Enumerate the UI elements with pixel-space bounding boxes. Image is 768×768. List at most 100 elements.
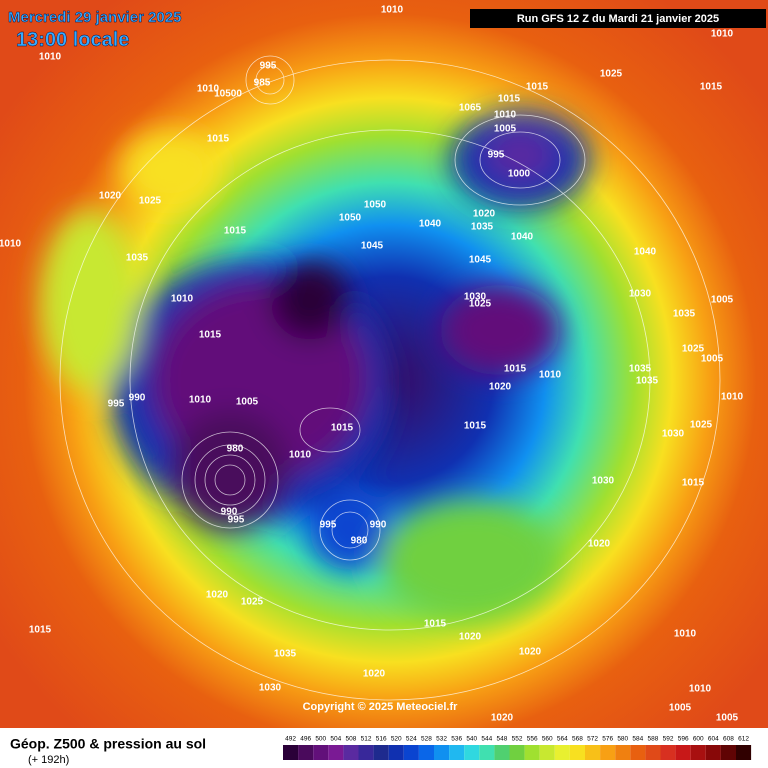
isobar-label: 1010 xyxy=(689,684,712,695)
isobar-label: 1010 xyxy=(674,629,697,640)
colorbar-cell xyxy=(373,745,389,760)
colorbar-cell xyxy=(720,745,736,760)
colorbar-cell xyxy=(690,745,706,760)
isobar-label: 1015 xyxy=(331,423,354,434)
isobar-label: 1020 xyxy=(473,209,496,220)
colorbar-label: 532 xyxy=(436,736,447,743)
colorbar-label: 572 xyxy=(587,736,598,743)
footer-title: Géop. Z500 & pression au sol xyxy=(10,736,206,752)
colorbar-label: 584 xyxy=(632,736,643,743)
colorbar-label: 508 xyxy=(346,736,357,743)
colorbar-cell xyxy=(298,745,314,760)
isobar-label: 1010 xyxy=(381,5,404,16)
colorbar-cell xyxy=(705,745,721,760)
colorbar-cell xyxy=(585,745,601,760)
isobar-label: 990 xyxy=(221,507,238,518)
colorbar-label: 536 xyxy=(451,736,462,743)
isobar-label: 1010 xyxy=(0,239,22,250)
isobar-label: 1035 xyxy=(673,309,696,320)
colorbar-cell xyxy=(434,745,450,760)
colorbar-cell xyxy=(343,745,359,760)
isobar-label: 1010 xyxy=(711,29,734,40)
isobar-label: 1035 xyxy=(636,376,659,387)
colorbar-label: 504 xyxy=(330,736,341,743)
isobar-label: 1045 xyxy=(469,255,492,266)
colorbar-cell xyxy=(539,745,555,760)
run: Run GFS 12 Z du Mardi 21 janvier 2025 xyxy=(517,13,719,25)
colorbar-label: 520 xyxy=(391,736,402,743)
colorbar-cell xyxy=(524,745,540,760)
isobar-label: 1015 xyxy=(199,330,222,341)
colorbar-label: 604 xyxy=(708,736,719,743)
isobar-label: 1020 xyxy=(363,669,386,680)
isobar-label: 995 xyxy=(488,150,505,161)
colorbar-cell xyxy=(509,745,525,760)
isobar-label: 1020 xyxy=(588,539,611,550)
colorbar-label: 544 xyxy=(481,736,492,743)
footer-lead: (+ 192h) xyxy=(28,754,69,766)
isobar-label: 1010 xyxy=(189,395,212,406)
isobar-label: 1030 xyxy=(464,292,487,303)
isobar-label: 1025 xyxy=(469,299,492,310)
colorbar-label: 588 xyxy=(648,736,659,743)
isobar-label: 1015 xyxy=(700,82,723,93)
date: Mercredi 29 janvier 2025 xyxy=(8,9,181,26)
colorbar-label: 576 xyxy=(602,736,613,743)
isobar-label: 1020 xyxy=(519,647,542,658)
isobar-label: 1015 xyxy=(526,82,549,93)
isobar-label: 1025 xyxy=(139,196,162,207)
colorbar-cell xyxy=(600,745,616,760)
colorbar-cell xyxy=(358,745,374,760)
colorbar-label: 512 xyxy=(361,736,372,743)
isobar-label: 1030 xyxy=(259,683,282,694)
isobars xyxy=(59,55,721,701)
colorbar-label: 568 xyxy=(572,736,583,743)
colorbar-label: 552 xyxy=(512,736,523,743)
colorbar-cell xyxy=(660,745,676,760)
isobar-label: 1010 xyxy=(39,52,62,63)
isobar-label: 1025 xyxy=(600,69,623,80)
colorbar-cell xyxy=(736,745,752,760)
isobar-label: 995 xyxy=(228,515,245,526)
colorbar-label: 496 xyxy=(300,736,311,743)
colorbar-label: 548 xyxy=(497,736,508,743)
isobar-label: 1000 xyxy=(508,169,531,180)
isobar-label: 1025 xyxy=(682,344,705,355)
colorbar-cell xyxy=(464,745,480,760)
isobar-label: 1040 xyxy=(634,247,657,258)
colorbar: 492 496 500 504 508 512 516 520 524 528 532 536 540 5… xyxy=(283,736,752,760)
colorbar-label: 540 xyxy=(466,736,477,743)
isobar-label: 1020 xyxy=(206,590,229,601)
isobar-label: 1005 xyxy=(716,713,739,724)
isobar-label: 1005 xyxy=(701,354,724,365)
isobar-label: 1030 xyxy=(662,429,685,440)
isobar-label: 995 xyxy=(320,520,337,531)
isobar-label: 1005 xyxy=(711,295,734,306)
colorbar-label: 600 xyxy=(693,736,704,743)
colorbar-cell xyxy=(645,745,661,760)
isobar-label: 1010 xyxy=(171,294,194,305)
isobar-label: 1020 xyxy=(99,191,122,202)
colorbar-label: 592 xyxy=(663,736,674,743)
isobar-label: 1015 xyxy=(498,94,521,105)
isobar-label: 1010 xyxy=(494,110,517,121)
isobar-label: 1015 xyxy=(464,421,487,432)
isobar-label: 1030 xyxy=(592,476,615,487)
isobar-label: 1015 xyxy=(207,134,230,145)
isobar-label: 1050 xyxy=(339,213,362,224)
isobar-label: 980 xyxy=(351,536,368,547)
isobar-label: 1035 xyxy=(629,364,652,375)
field-blobs xyxy=(40,110,590,620)
isobar-label: 1010 xyxy=(289,450,312,461)
colorbar-label: 564 xyxy=(557,736,568,743)
colorbar-label: 516 xyxy=(376,736,387,743)
colorbar-label: 580 xyxy=(617,736,628,743)
isobar-label: 995 xyxy=(260,61,277,72)
colorbar-cell xyxy=(388,745,404,760)
isobar-label: 1020 xyxy=(491,713,514,724)
colorbar-cell xyxy=(403,745,419,760)
colorbar-cell xyxy=(328,745,344,760)
isobar-label: 995 xyxy=(108,399,125,410)
